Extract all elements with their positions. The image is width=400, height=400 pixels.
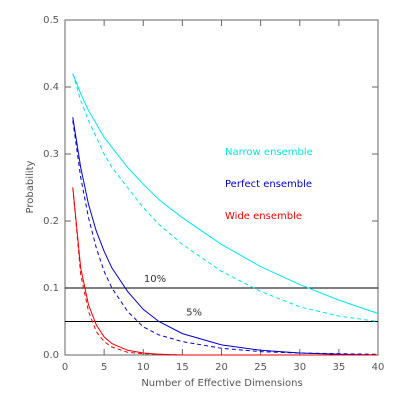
y-tick-label: 0.1 [43,283,59,294]
series-line [72,73,379,314]
x-tick-label: 25 [254,362,267,373]
reference-label: 10% [144,274,166,285]
x-tick-label: 5 [101,362,107,373]
series-line [72,187,378,356]
y-tick-label: 0.5 [43,15,59,26]
y-tick-label: 0.3 [43,149,59,160]
x-tick-label: 10 [137,362,150,373]
series-line [72,120,379,355]
x-tick-label: 30 [293,362,306,373]
legend-entry: Perfect ensemble [225,179,312,190]
x-tick-label: 35 [333,362,346,373]
y-tick-label: 0.2 [43,216,59,227]
y-axis-label: Probability [25,160,36,213]
plot-frame [64,19,379,356]
legend-entry: Narrow ensemble [225,147,313,158]
y-tick-label: 0.4 [43,82,59,93]
x-tick-label: 40 [372,362,385,373]
series-line [72,73,379,322]
y-tick-label: 0.0 [43,350,59,361]
legend-entry: Wide ensemble [225,211,302,222]
x-tick-label: 15 [176,362,189,373]
x-tick-label: 0 [62,362,68,373]
reference-label: 5% [186,308,202,319]
series-line [72,117,379,356]
x-tick-label: 20 [215,362,228,373]
x-axis-label: Number of Effective Dimensions [141,378,302,389]
